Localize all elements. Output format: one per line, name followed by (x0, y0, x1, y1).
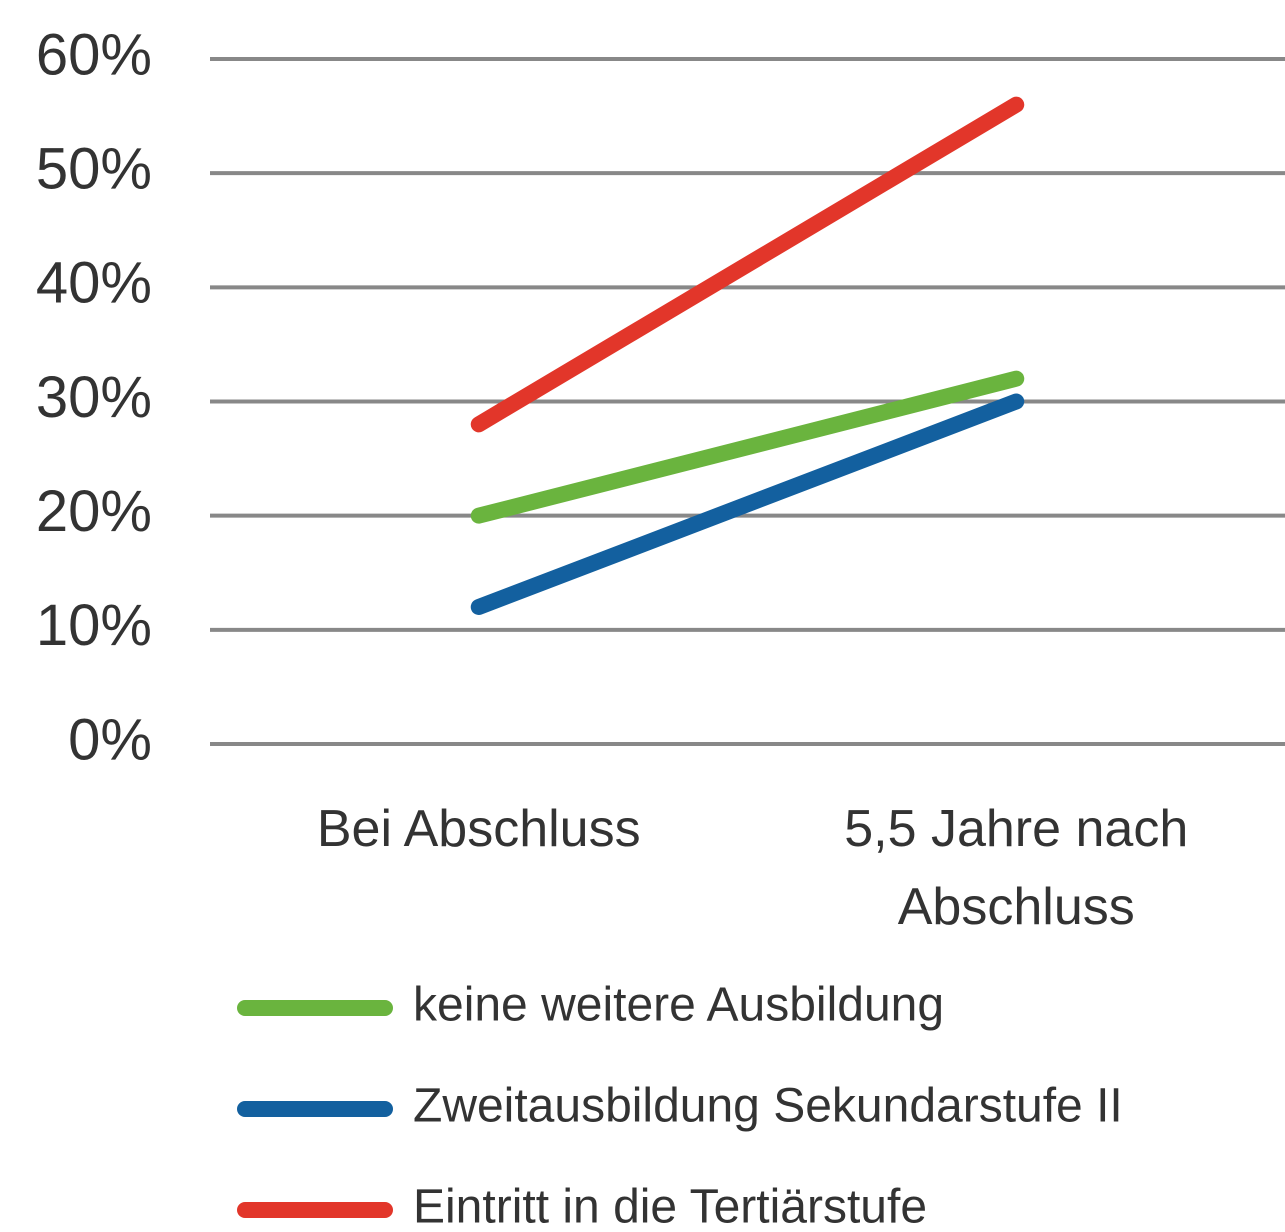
series-line (470, 393, 1025, 615)
series-line (470, 96, 1025, 433)
y-tick-label: 50% (36, 136, 152, 201)
y-tick-label: 60% (36, 22, 152, 87)
legend-label: keine weitere Ausbildung (413, 979, 944, 1032)
legend-label: Eintritt in die Tertiärstufe (413, 1181, 927, 1232)
y-tick-label: 0% (68, 707, 152, 772)
x-tick-label: 5,5 Jahre nach Abschluss (844, 800, 1189, 936)
x-tick-label: Bei Abschluss (316, 800, 641, 858)
y-tick-label: 40% (36, 251, 152, 316)
y-tick-label: 10% (36, 593, 152, 658)
series-line (470, 370, 1025, 524)
y-tick-label: 20% (36, 479, 152, 544)
y-tick-label: 30% (36, 365, 152, 430)
legend-label: Zweitausbildung Sekundarstufe II (413, 1080, 1123, 1133)
